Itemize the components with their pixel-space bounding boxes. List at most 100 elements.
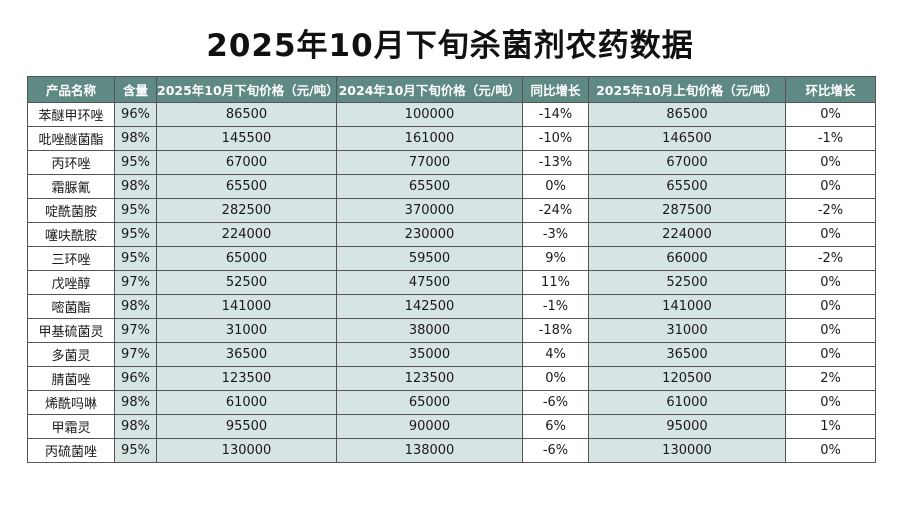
cell-price-2025-late-oct: 95500: [156, 414, 337, 439]
cell-price-2025-late-oct: 86500: [156, 102, 337, 127]
cell-yoy-growth: -6%: [522, 390, 589, 415]
cell-price-2024-late-oct: 59500: [336, 246, 523, 271]
cell-content: 96%: [114, 366, 157, 391]
cell-yoy-growth: -18%: [522, 318, 589, 343]
cell-product-name: 烯酰吗啉: [27, 390, 115, 415]
table-row: 腈菌唑 96% 123500 123500 0% 120500 2%: [27, 366, 876, 391]
cell-mom-growth: 0%: [785, 318, 876, 343]
cell-content: 98%: [114, 390, 157, 415]
cell-mom-growth: 0%: [785, 222, 876, 247]
cell-price-2025-early-oct: 287500: [588, 198, 786, 223]
cell-price-2025-early-oct: 86500: [588, 102, 786, 127]
pesticide-price-table: 产品名称 含量 2025年10月下旬价格（元/吨） 2024年10月下旬价格（元/吨）…: [27, 76, 876, 463]
cell-content: 98%: [114, 414, 157, 439]
cell-price-2025-late-oct: 145500: [156, 126, 337, 151]
cell-product-name: 噻呋酰胺: [27, 222, 115, 247]
cell-price-2024-late-oct: 38000: [336, 318, 523, 343]
cell-content: 96%: [114, 102, 157, 127]
cell-price-2025-early-oct: 31000: [588, 318, 786, 343]
cell-price-2025-late-oct: 130000: [156, 438, 337, 463]
cell-mom-growth: -2%: [785, 246, 876, 271]
cell-mom-growth: -1%: [785, 126, 876, 151]
cell-yoy-growth: -24%: [522, 198, 589, 223]
cell-product-name: 戊唑醇: [27, 270, 115, 295]
cell-product-name: 苯醚甲环唑: [27, 102, 115, 127]
cell-yoy-growth: -1%: [522, 294, 589, 319]
cell-yoy-growth: -13%: [522, 150, 589, 175]
header-mom-growth: 环比增长: [785, 76, 876, 103]
cell-price-2024-late-oct: 142500: [336, 294, 523, 319]
header-price-2025-late-oct: 2025年10月下旬价格（元/吨）: [156, 76, 337, 103]
cell-content: 95%: [114, 438, 157, 463]
cell-product-name: 嘧菌酯: [27, 294, 115, 319]
cell-yoy-growth: 9%: [522, 246, 589, 271]
cell-price-2024-late-oct: 47500: [336, 270, 523, 295]
cell-mom-growth: 0%: [785, 150, 876, 175]
cell-yoy-growth: 4%: [522, 342, 589, 367]
cell-content: 97%: [114, 318, 157, 343]
cell-price-2025-early-oct: 120500: [588, 366, 786, 391]
cell-price-2025-early-oct: 141000: [588, 294, 786, 319]
page-title: 2025年10月下旬杀菌剂农药数据: [206, 28, 694, 64]
cell-price-2025-early-oct: 146500: [588, 126, 786, 151]
cell-yoy-growth: -6%: [522, 438, 589, 463]
cell-price-2024-late-oct: 65000: [336, 390, 523, 415]
cell-content: 95%: [114, 246, 157, 271]
cell-price-2025-late-oct: 141000: [156, 294, 337, 319]
cell-yoy-growth: 11%: [522, 270, 589, 295]
cell-mom-growth: 0%: [785, 342, 876, 367]
cell-price-2025-late-oct: 65500: [156, 174, 337, 199]
cell-price-2025-late-oct: 52500: [156, 270, 337, 295]
cell-product-name: 啶酰菌胺: [27, 198, 115, 223]
cell-price-2025-early-oct: 130000: [588, 438, 786, 463]
cell-price-2025-late-oct: 36500: [156, 342, 337, 367]
cell-mom-growth: 0%: [785, 294, 876, 319]
cell-yoy-growth: -3%: [522, 222, 589, 247]
table-row: 噻呋酰胺 95% 224000 230000 -3% 224000 0%: [27, 222, 876, 247]
cell-yoy-growth: 0%: [522, 174, 589, 199]
table-header-row: 产品名称 含量 2025年10月下旬价格（元/吨） 2024年10月下旬价格（元/吨）…: [27, 76, 876, 103]
header-product-name: 产品名称: [27, 76, 115, 103]
cell-product-name: 腈菌唑: [27, 366, 115, 391]
cell-price-2024-late-oct: 370000: [336, 198, 523, 223]
cell-price-2024-late-oct: 35000: [336, 342, 523, 367]
table-body: 苯醚甲环唑 96% 86500 100000 -14% 86500 0% 吡唑醚菌酯 98% 14…: [27, 102, 876, 463]
header-price-2025-early-oct: 2025年10月上旬价格（元/吨）: [588, 76, 786, 103]
cell-price-2025-early-oct: 224000: [588, 222, 786, 247]
table-row: 甲基硫菌灵 97% 31000 38000 -18% 31000 0%: [27, 318, 876, 343]
cell-product-name: 三环唑: [27, 246, 115, 271]
cell-price-2024-late-oct: 230000: [336, 222, 523, 247]
cell-product-name: 甲霜灵: [27, 414, 115, 439]
cell-price-2025-late-oct: 282500: [156, 198, 337, 223]
table-row: 多菌灵 97% 36500 35000 4% 36500 0%: [27, 342, 876, 367]
table-row: 三环唑 95% 65000 59500 9% 66000 -2%: [27, 246, 876, 271]
cell-mom-growth: 0%: [785, 270, 876, 295]
cell-content: 95%: [114, 222, 157, 247]
cell-mom-growth: 0%: [785, 390, 876, 415]
table-row: 啶酰菌胺 95% 282500 370000 -24% 287500 -2%: [27, 198, 876, 223]
cell-price-2024-late-oct: 77000: [336, 150, 523, 175]
cell-price-2025-early-oct: 65500: [588, 174, 786, 199]
cell-price-2025-early-oct: 67000: [588, 150, 786, 175]
cell-price-2025-early-oct: 95000: [588, 414, 786, 439]
cell-price-2025-late-oct: 31000: [156, 318, 337, 343]
cell-mom-growth: 2%: [785, 366, 876, 391]
cell-product-name: 霜脲氰: [27, 174, 115, 199]
header-price-2024-late-oct: 2024年10月下旬价格（元/吨）: [336, 76, 523, 103]
cell-product-name: 多菌灵: [27, 342, 115, 367]
cell-yoy-growth: 6%: [522, 414, 589, 439]
cell-mom-growth: 0%: [785, 174, 876, 199]
header-content: 含量: [114, 76, 157, 103]
cell-product-name: 丙硫菌唑: [27, 438, 115, 463]
table-row: 苯醚甲环唑 96% 86500 100000 -14% 86500 0%: [27, 102, 876, 127]
cell-product-name: 丙环唑: [27, 150, 115, 175]
cell-product-name: 吡唑醚菌酯: [27, 126, 115, 151]
table-row: 吡唑醚菌酯 98% 145500 161000 -10% 146500 -1%: [27, 126, 876, 151]
cell-price-2024-late-oct: 161000: [336, 126, 523, 151]
table-row: 丙硫菌唑 95% 130000 138000 -6% 130000 0%: [27, 438, 876, 463]
cell-yoy-growth: -10%: [522, 126, 589, 151]
cell-content: 98%: [114, 174, 157, 199]
cell-content: 97%: [114, 270, 157, 295]
cell-mom-growth: 1%: [785, 414, 876, 439]
cell-price-2024-late-oct: 123500: [336, 366, 523, 391]
